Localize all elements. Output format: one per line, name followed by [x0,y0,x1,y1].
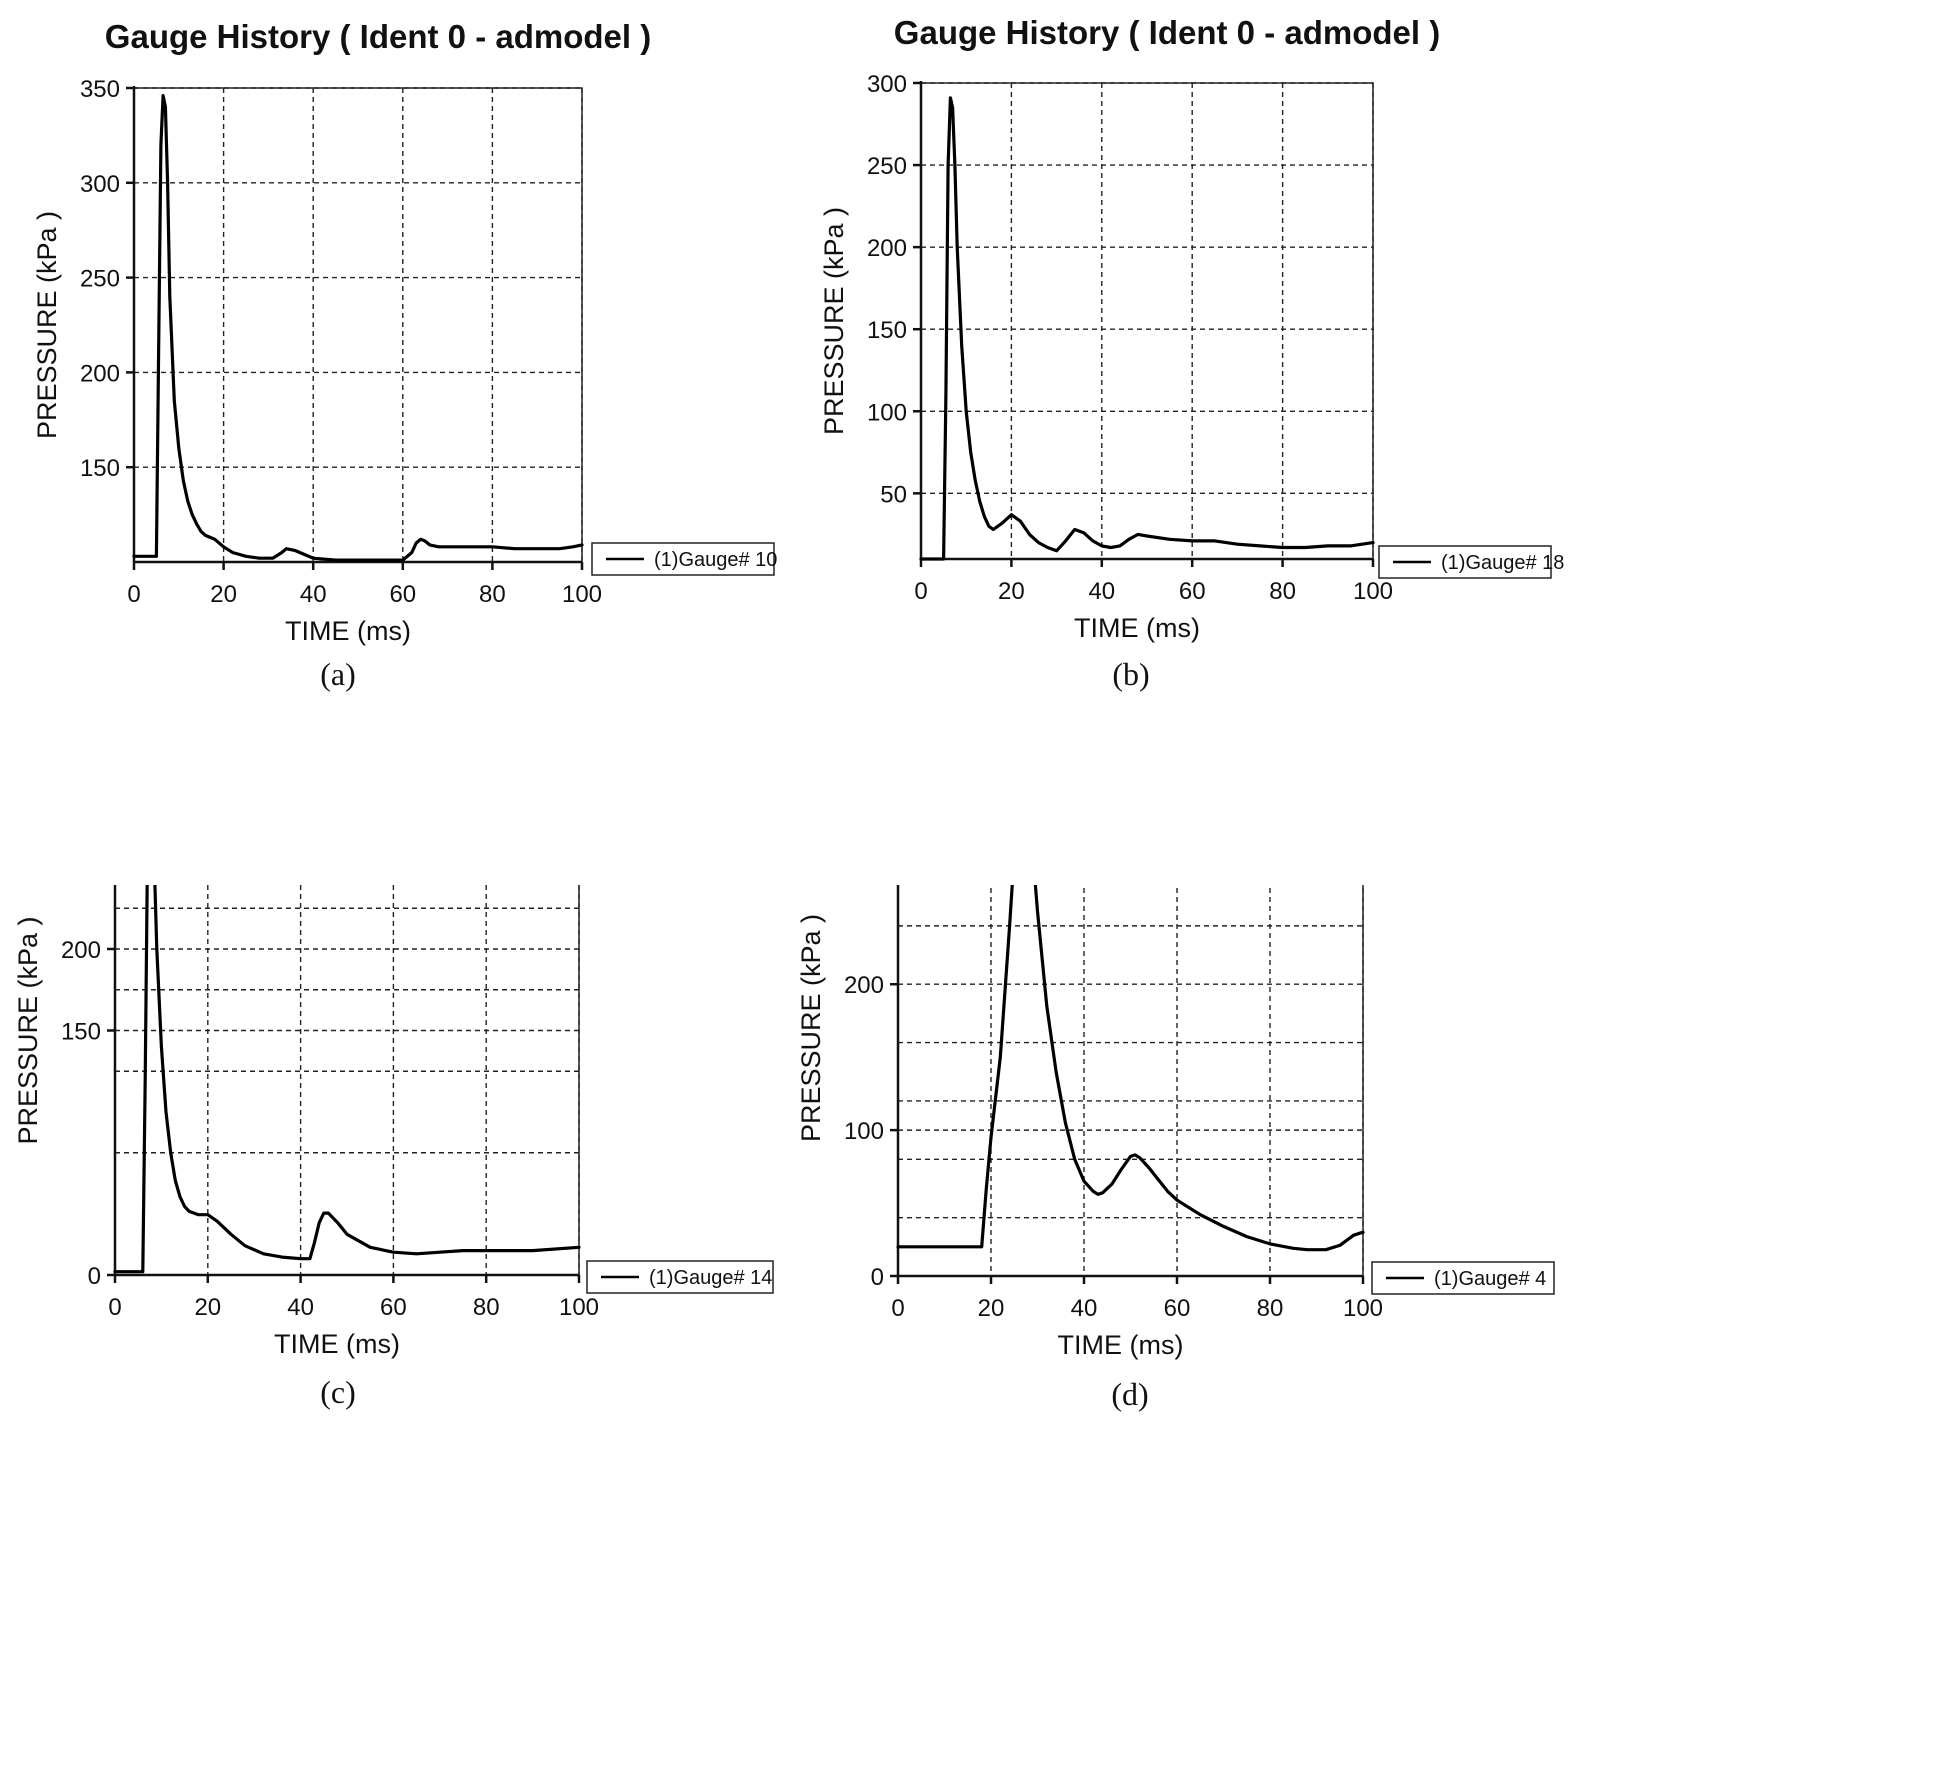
y-axis-label: PRESSURE (kPa ) [796,914,826,1142]
y-tick-label: 300 [80,171,120,198]
x-tick-label: 80 [1257,1295,1284,1322]
y-tick-label: 350 [80,76,120,103]
y-axis-label: PRESSURE (kPa ) [32,211,62,439]
x-tick-label: 0 [108,1294,121,1321]
x-tick-label: 40 [287,1294,314,1321]
y-axis-label: PRESSURE (kPa ) [13,916,43,1144]
legend-label: (1)Gauge# 14 [649,1267,772,1289]
x-tick-label: 60 [389,581,416,608]
chart-svg: Gauge History ( Ident 0 - admodel ) 0 20 40… [32,18,777,692]
x-tick-label: 0 [127,581,140,608]
y-tick-label: 250 [80,266,120,293]
x-tick-label: 0 [891,1295,904,1322]
x-axis-label: TIME (ms) [274,1329,400,1359]
chart-panel-b: Gauge History ( Ident 0 - admodel ) 0 20 40… [785,0,1760,885]
legend-label: (1)Gauge# 4 [1434,1268,1546,1290]
x-tick-label: 20 [978,1295,1005,1322]
x-tick-label: 80 [1269,578,1296,605]
legend-label: (1)Gauge# 18 [1441,552,1564,574]
plot-frame [897,885,1364,1277]
y-tick-label: 200 [61,937,101,964]
x-tick-label: 100 [1353,578,1393,605]
x-tick-label: 0 [914,578,927,605]
x-tick-label: 80 [473,1294,500,1321]
legend-label: (1)Gauge# 10 [654,549,777,571]
panel-caption: (a) [320,656,356,692]
x-tick-label: 60 [1179,578,1206,605]
x-axis-label: TIME (ms) [285,616,411,646]
chart-svg: Gauge History ( Ident 0 - admodel )02040… [13,885,774,1410]
x-tick-label: 40 [1088,578,1115,605]
panel-caption: (c) [320,1374,356,1410]
series-line [132,94,584,562]
x-tick-label: 100 [562,581,602,608]
y-tick-label: 200 [80,360,120,387]
x-tick-label: 100 [1343,1295,1383,1322]
x-tick-label: 20 [998,578,1025,605]
x-tick-label: 20 [194,1294,221,1321]
series-line [919,96,1375,561]
chart-panel-d: Gauge History ( Ident 0 - admodel )02040… [780,885,1755,1770]
plot-frame [133,87,583,563]
y-tick-label: 150 [80,455,120,482]
x-axis-label: TIME (ms) [1058,1330,1184,1360]
chart-panel-a: Gauge History ( Ident 0 - admodel ) 0 20 40… [0,0,975,885]
y-tick-label: 200 [867,235,907,262]
y-tick-label: 50 [880,481,907,508]
x-tick-label: 60 [1164,1295,1191,1322]
x-tick-label: 40 [1071,1295,1098,1322]
y-tick-label: 300 [867,71,907,98]
y-tick-label: 0 [871,1264,884,1291]
plot-frame [114,885,580,1276]
x-tick-label: 60 [380,1294,407,1321]
chart-title: Gauge History ( Ident 0 - admodel ) [105,18,651,55]
y-tick-label: 100 [867,399,907,426]
x-tick-label: 20 [210,581,237,608]
y-tick-label: 250 [867,153,907,180]
x-tick-label: 80 [479,581,506,608]
series-line [896,885,1365,1252]
series-line [113,885,581,1274]
y-tick-label: 150 [867,317,907,344]
x-tick-label: 40 [300,581,327,608]
plot-frame [920,82,1374,560]
chart-panel-c: Gauge History ( Ident 0 - admodel )02040… [0,885,975,1770]
x-axis-label: TIME (ms) [1074,613,1200,643]
chart-svg: Gauge History ( Ident 0 - admodel ) 0 20 40… [819,14,1564,692]
panel-caption: (d) [1111,1376,1148,1412]
y-tick-label: 0 [88,1263,101,1290]
chart-svg: Gauge History ( Ident 0 - admodel )02040… [796,885,1555,1412]
chart-title: Gauge History ( Ident 0 - admodel ) [894,14,1440,51]
y-tick-label: 200 [844,972,884,999]
y-axis-label: PRESSURE (kPa ) [819,207,849,435]
y-tick-label: 150 [61,1019,101,1046]
x-tick-label: 100 [559,1294,599,1321]
panel-caption: (b) [1112,656,1149,692]
y-tick-label: 100 [844,1118,884,1145]
